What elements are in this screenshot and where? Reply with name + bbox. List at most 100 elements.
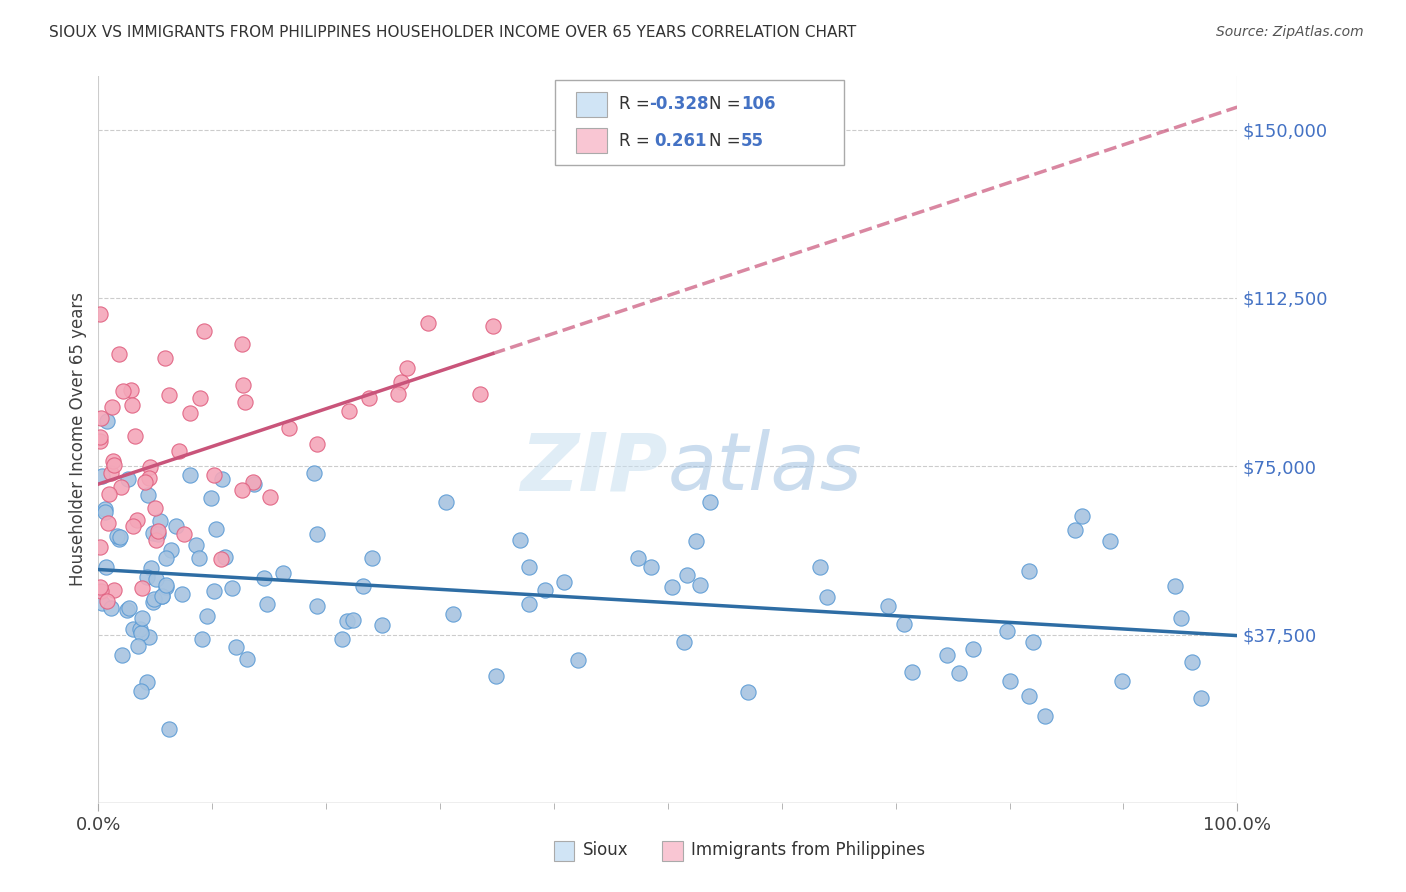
Point [808,560,831,574]
Text: 0.261: 0.261 [654,132,706,150]
Point [169,443,191,458]
Point [138,631,160,645]
Point [129,625,152,640]
Point [1022,635,1045,649]
Point [173,527,195,541]
Point [129,683,152,698]
Text: Source: ZipAtlas.com: Source: ZipAtlas.com [1216,25,1364,39]
Point [108,347,131,361]
Point [337,404,360,418]
Point [153,351,176,365]
Point [360,551,382,566]
Point [146,524,169,538]
Point [225,640,247,655]
Point [103,458,125,472]
Y-axis label: Householder Income Over 65 years: Householder Income Over 65 years [69,293,87,586]
Point [120,383,142,397]
Point [103,583,125,598]
Text: ZIP: ZIP [520,429,668,508]
Point [139,561,162,575]
Text: R =: R = [619,132,650,150]
Point [202,584,225,599]
Point [96,414,118,428]
Point [1170,611,1192,625]
Point [101,453,124,467]
Point [139,460,162,475]
Point [150,589,173,603]
Point [191,632,214,647]
Point [330,632,353,646]
Point [100,401,122,415]
Point [389,375,412,389]
Point [278,421,301,435]
Point [243,476,266,491]
Point [90,410,112,425]
Point [231,483,253,497]
Point [94,560,117,574]
Point [90,583,112,598]
Point [90,469,112,483]
Point [155,581,177,595]
Point [305,526,328,541]
Point [676,567,699,582]
Point [307,599,329,613]
Point [1035,709,1057,723]
Point [661,580,683,594]
Point [142,595,165,609]
Point [129,623,152,637]
Point [100,601,122,615]
Point [202,468,225,483]
Point [170,587,193,601]
Point [1164,579,1187,593]
Point [131,610,153,624]
Point [157,388,180,402]
Point [485,669,508,683]
Point [145,573,167,587]
Point [233,395,256,409]
Point [97,487,120,501]
Point [121,622,143,636]
Point [138,470,160,484]
Point [127,639,149,653]
Point [136,570,159,584]
Point [179,406,201,420]
Point [146,527,169,541]
Point [138,488,160,502]
Point [468,387,491,401]
Point [936,648,959,663]
Point [89,434,111,448]
Point [105,529,128,543]
Point [685,533,707,548]
Text: 106: 106 [741,95,776,113]
Point [1098,533,1121,548]
Text: -0.328: -0.328 [650,95,709,113]
Point [534,583,557,598]
Text: N =: N = [709,95,740,113]
Point [131,581,153,595]
Point [259,490,281,504]
Point [184,538,207,552]
Point [214,549,236,564]
Point [89,430,111,444]
Point [179,467,201,482]
Point [395,360,418,375]
Point [149,514,172,528]
Point [115,603,138,617]
Point [236,651,259,665]
Point [231,337,253,351]
Point [876,599,898,613]
Point [188,391,211,405]
Point [253,571,276,585]
Point [90,596,112,610]
Point [122,519,145,533]
Point [567,653,589,667]
Point [110,530,132,544]
Point [117,472,139,486]
Text: Immigrants from Philippines: Immigrants from Philippines [690,841,925,859]
Point [127,513,149,527]
Text: Sioux: Sioux [582,841,628,859]
Point [352,579,374,593]
Point [441,607,464,621]
Point [434,495,457,509]
Point [962,642,984,657]
